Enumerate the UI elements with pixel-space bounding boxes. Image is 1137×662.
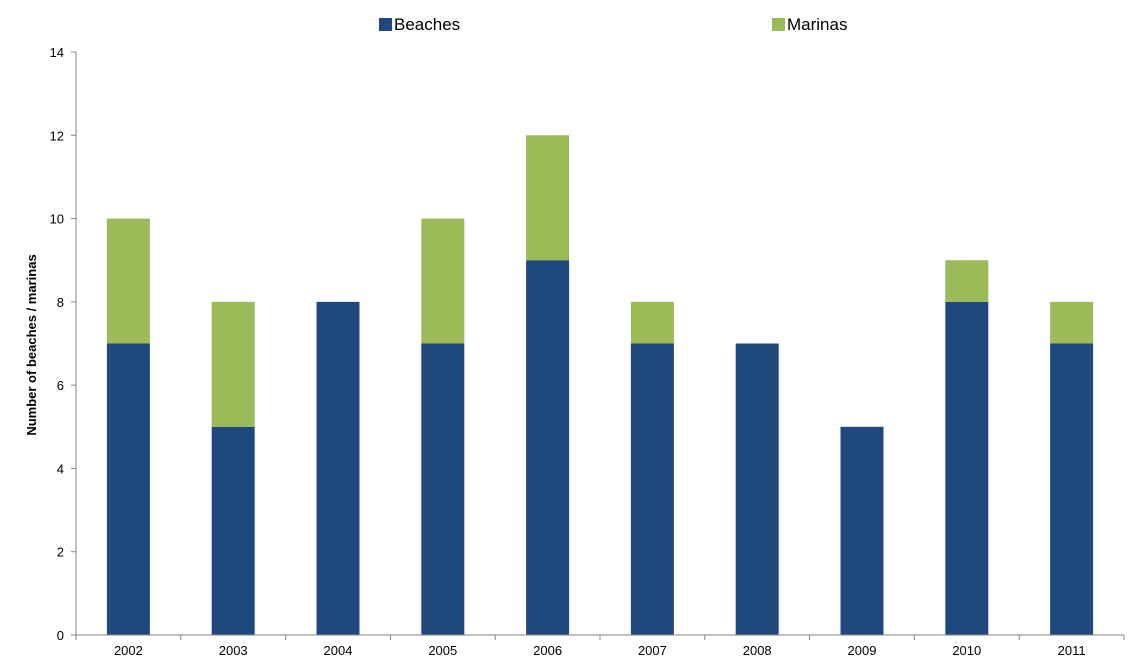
x-tick-label-2005: 2005	[428, 643, 457, 658]
y-tick-label-2: 2	[57, 545, 64, 560]
x-tick-label-2003: 2003	[219, 643, 248, 658]
bar-marinas-2011	[1050, 301, 1094, 344]
bar-marinas-2006	[526, 135, 570, 261]
y-axis-title: Number of beaches / marinas	[24, 254, 39, 435]
legend-label-marinas: Marinas	[787, 15, 847, 34]
x-tick-label-2007: 2007	[638, 643, 667, 658]
y-tick-label-14: 14	[50, 45, 64, 60]
bar-marinas-2003	[211, 301, 255, 427]
legend: Beaches Marinas	[379, 15, 847, 34]
bar-beaches-2002	[106, 343, 150, 635]
legend-label-beaches: Beaches	[394, 15, 460, 34]
legend-swatch-marinas	[772, 18, 785, 31]
bar-marinas-2010	[945, 260, 989, 302]
x-tick-label-2011: 2011	[1058, 643, 1086, 658]
x-tick-label-2002: 2002	[114, 643, 143, 658]
bar-beaches-2011	[1050, 343, 1094, 635]
bar-beaches-2006	[526, 260, 570, 635]
bar-beaches-2003	[211, 426, 255, 635]
y-tick-label-6: 6	[57, 378, 64, 393]
bar-beaches-2008	[735, 343, 779, 635]
bar-beaches-2010	[945, 301, 989, 635]
bar-marinas-2005	[421, 218, 465, 344]
x-tick-label-2006: 2006	[533, 643, 562, 658]
legend-swatch-beaches	[379, 18, 392, 31]
y-tick-label-12: 12	[50, 128, 64, 143]
x-tick-label-2008: 2008	[743, 643, 772, 658]
bar-beaches-2005	[421, 343, 465, 635]
y-tick-label-0: 0	[57, 628, 64, 643]
bar-beaches-2007	[630, 343, 674, 635]
x-tick-label-2010: 2010	[952, 643, 981, 658]
x-tick-label-2009: 2009	[848, 643, 877, 658]
bar-marinas-2002	[106, 218, 150, 344]
bar-beaches-2004	[316, 301, 360, 635]
y-tick-label-10: 10	[50, 212, 64, 227]
y-tick-label-8: 8	[57, 295, 64, 310]
bar-marinas-2007	[630, 301, 674, 344]
plot-area: 0 2 4 6 8 10 12 14 2002 2003 2004 2005 2006 2007 2008 2…	[50, 45, 1125, 658]
bar-beaches-2009	[840, 426, 884, 635]
y-tick-label-4: 4	[57, 461, 64, 476]
x-tick-label-2004: 2004	[324, 643, 353, 658]
